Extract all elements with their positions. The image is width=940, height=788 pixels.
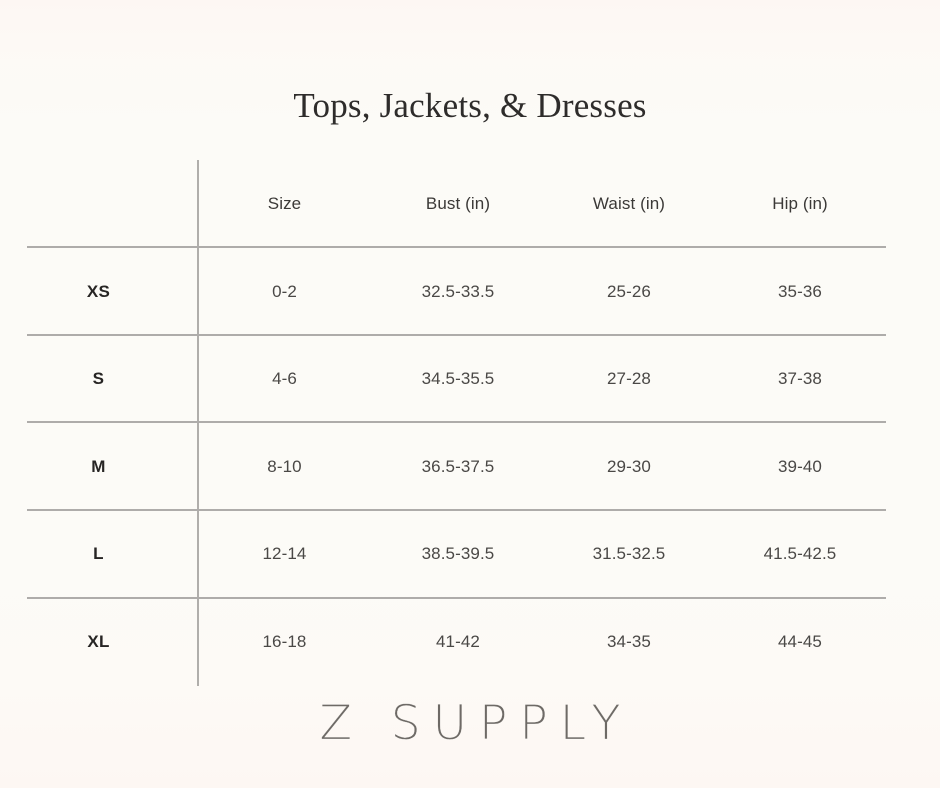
page-title: Tops, Jackets, & Dresses — [293, 86, 647, 125]
header-cell-hip: Hip (in) — [772, 194, 828, 213]
cell-waist-xl: 34-35 — [607, 632, 651, 651]
row-label-s: S — [92, 369, 105, 388]
row-label-l: L — [93, 544, 104, 563]
table-row: XL 16-18 41-42 34-35 44-45 — [0, 624, 940, 660]
cell-size-m: 8-10 — [267, 457, 302, 476]
header-cell-bust: Bust (in) — [425, 194, 491, 213]
cell-waist-xs: 25-26 — [607, 282, 651, 301]
cell-bust-xl: 41-42 — [436, 632, 480, 651]
cell-hip-l: 41.5-42.5 — [763, 544, 837, 563]
cell-hip-s: 37-38 — [778, 369, 822, 388]
table-row: XS 0-2 32.5-33.5 25-26 35-36 — [0, 274, 940, 310]
header-cell-waist: Waist (in) — [592, 194, 666, 213]
cell-hip-xl: 44-45 — [778, 632, 822, 651]
cell-size-xs: 0-2 — [272, 282, 297, 301]
header-cell-size: Size — [267, 194, 302, 213]
row-label-m: M — [91, 457, 106, 476]
cell-bust-l: 38.5-39.5 — [421, 544, 495, 563]
cell-bust-xs: 32.5-33.5 — [421, 282, 495, 301]
table-row: M 8-10 36.5-37.5 29-30 39-40 — [0, 449, 940, 485]
row-rule-3 — [27, 421, 886, 423]
cell-hip-m: 39-40 — [778, 457, 822, 476]
brand-logo: Z SUPPLY — [319, 696, 633, 751]
row-rule-5 — [27, 597, 886, 599]
column-divider — [197, 160, 199, 686]
row-rule-4 — [27, 509, 886, 511]
row-label-xl: XL — [87, 632, 110, 651]
row-rule-2 — [27, 334, 886, 336]
cell-size-l: 12-14 — [262, 544, 307, 563]
cell-waist-s: 27-28 — [607, 369, 651, 388]
row-rule-1 — [27, 246, 886, 248]
cell-bust-s: 34.5-35.5 — [421, 369, 495, 388]
row-label-xs: XS — [86, 282, 111, 301]
cell-size-xl: 16-18 — [262, 632, 307, 651]
table-row: S 4-6 34.5-35.5 27-28 37-38 — [0, 361, 940, 397]
table-header-row: Size Bust (in) Waist (in) Hip (in) — [0, 186, 940, 222]
cell-waist-m: 29-30 — [607, 457, 651, 476]
cell-bust-m: 36.5-37.5 — [421, 457, 495, 476]
table-row: L 12-14 38.5-39.5 31.5-32.5 41.5-42.5 — [0, 536, 940, 572]
cell-waist-l: 31.5-32.5 — [592, 544, 666, 563]
cell-size-s: 4-6 — [272, 369, 297, 388]
cell-hip-xs: 35-36 — [778, 282, 822, 301]
